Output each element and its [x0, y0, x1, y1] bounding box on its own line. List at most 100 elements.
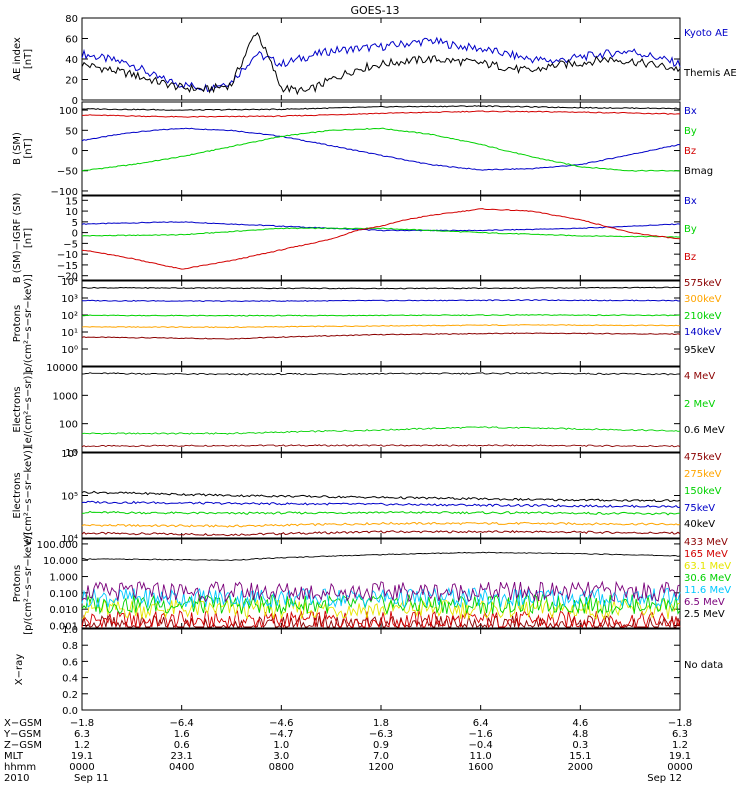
x-axis-row-label: hhmm [4, 762, 36, 773]
legend-label: 300keV [684, 294, 722, 305]
y-axis-label: Protons [12, 305, 23, 342]
y-tick-label: 10³ [61, 294, 78, 305]
x-axis-row-label: Z−GSM [4, 740, 42, 751]
x-axis-row-label: MLT [4, 751, 24, 762]
y-tick-label: 10⁴ [61, 277, 78, 288]
y-tick-label: 0.0 [62, 706, 78, 717]
y-tick-label: −15 [57, 261, 78, 272]
x-axis-cell: −1.8 [70, 718, 94, 729]
y-axis-label: B (SM)−IGRF (SM) [12, 193, 23, 284]
x-axis-cell: 0.3 [572, 740, 588, 751]
no-data-label: No data [684, 660, 723, 671]
y-axis-label: e/(cm²−s−sr−keV)] [23, 446, 34, 545]
legend-label: 2 MeV [684, 399, 715, 410]
y-tick-label: 100 [59, 420, 78, 431]
series-0-6-mev [81, 372, 681, 376]
x-axis-cell: 1600 [468, 762, 493, 773]
series-275kev [81, 521, 681, 528]
x-axis-cell: 11.0 [470, 751, 492, 762]
series-150kev [81, 510, 681, 516]
x-axis-cell: 7.0 [373, 751, 389, 762]
y-tick-label: 10² [61, 311, 78, 322]
y-axis-label: X−ray [14, 654, 25, 685]
y-tick-label: 10.000 [43, 556, 78, 567]
series-75kev [81, 500, 681, 509]
x-axis-cell: 3.0 [273, 751, 289, 762]
series-433-mev [81, 614, 681, 629]
y-tick-label: 1.0 [62, 625, 78, 636]
series-4-mev [81, 444, 681, 448]
y-tick-label: 100 [59, 106, 78, 117]
legend-label: 6.5 MeV [684, 597, 725, 608]
legend-label: Bz [684, 146, 696, 157]
y-tick-label: 0.8 [62, 641, 78, 652]
series-bz [81, 208, 681, 270]
y-tick-label: 0 [72, 229, 78, 240]
x-axis-cell: 2000 [568, 762, 593, 773]
legend-label: 95keV [684, 345, 715, 356]
x-axis-cell: 4.8 [572, 729, 588, 740]
legend-label: 2.5 MeV [684, 609, 725, 620]
y-axis-label: [nT] [23, 228, 34, 248]
legend-label: 150keV [684, 486, 722, 497]
legend-label: By [684, 224, 697, 235]
x-axis-cell: 1.6 [174, 729, 190, 740]
x-axis-cell: 6.4 [473, 718, 489, 729]
y-axis-label: B (SM) [12, 132, 23, 165]
x-axis-cell: 0000 [667, 762, 692, 773]
panel-ae: 0 20 40 60 80 AE index [nT] Kyoto AE Themis AE [12, 14, 737, 107]
series-575kev [81, 332, 681, 340]
y-tick-label: 0 [72, 147, 78, 158]
x-axis-row-label: 2010 [4, 773, 29, 784]
y-axis-label: AE index [12, 37, 23, 81]
x-axis-cell: −6.4 [170, 718, 194, 729]
series-140kev [81, 299, 681, 303]
y-tick-label: 0.6 [62, 657, 78, 668]
x-axis-cell: −1.6 [469, 729, 493, 740]
x-axis-cell: 0400 [169, 762, 194, 773]
series-by [81, 127, 681, 172]
legend-label: 40keV [684, 519, 715, 530]
y-tick-label: 0.4 [62, 674, 78, 685]
x-axis-cell: 4.6 [572, 718, 588, 729]
y-axis-label: Protons [12, 565, 23, 602]
legend-label: 0.6 MeV [684, 425, 725, 436]
panel-protons_high: 0.001 0.010 0.100 1.000 10.000 100.000 Protons… [12, 532, 731, 635]
x-axis-cell: 23.1 [171, 751, 193, 762]
panel-frame [81, 280, 681, 367]
panel-frame [81, 195, 681, 281]
x-axis-cell: −4.7 [269, 729, 293, 740]
legend-label: 575keV [684, 278, 722, 289]
series-bmag [81, 105, 681, 111]
series-bx [81, 221, 681, 232]
panel-electrons_high: 10⁴ 10⁵ 10⁶ Electrons e/(cm²−s−sr−keV)] 475ke… [12, 446, 722, 545]
x-axis-cell: −1.8 [668, 718, 692, 729]
x-axis-row-label: X−GSM [4, 718, 42, 729]
y-tick-label: 0.2 [62, 690, 78, 701]
series-by [81, 227, 681, 238]
y-tick-label: 10⁵ [61, 492, 78, 503]
y-tick-label: 5 [72, 218, 78, 229]
series-475kev [81, 530, 681, 537]
x-axis-cell: 1.8 [373, 718, 389, 729]
legend-label: 165 MeV [684, 549, 728, 560]
y-tick-label: 10 [65, 207, 78, 218]
legend-label: 140keV [684, 327, 722, 338]
y-axis-label: p/(cm²−s−sr−keV)] [23, 274, 34, 373]
y-tick-label: 40 [65, 55, 78, 66]
y-tick-label: −10 [57, 250, 78, 261]
panel-frame [81, 628, 681, 711]
y-tick-label: 60 [65, 35, 78, 46]
panel-frame [81, 366, 681, 453]
legend-label: Bz [684, 252, 696, 263]
panel-xray: 0.0 0.2 0.4 0.6 0.8 1.0 X−ray No data [14, 625, 723, 717]
x-axis-cell: 19.1 [71, 751, 93, 762]
series-kyoto-ae [81, 36, 681, 93]
x-axis-cell: 0800 [269, 762, 294, 773]
x-axis-cell: 15.1 [569, 751, 591, 762]
x-axis-cell: 1.2 [74, 740, 90, 751]
y-axis-label: Electrons [12, 472, 23, 518]
series-95kev [81, 286, 681, 290]
series-40kev [81, 490, 681, 503]
